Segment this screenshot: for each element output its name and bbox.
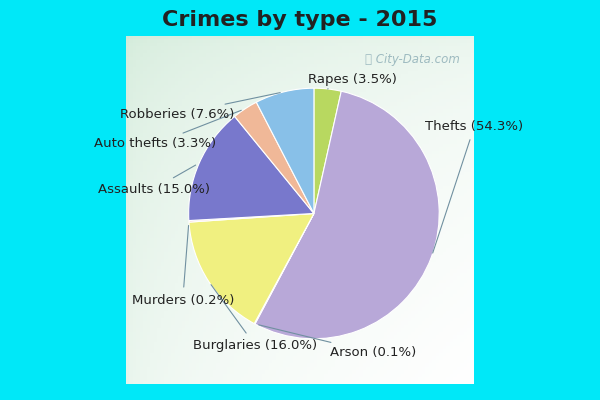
Text: Crimes by type - 2015: Crimes by type - 2015 <box>163 10 437 30</box>
Text: Murders (0.2%): Murders (0.2%) <box>131 226 234 307</box>
Text: Robberies (7.6%): Robberies (7.6%) <box>119 93 280 121</box>
Wedge shape <box>235 102 314 214</box>
Wedge shape <box>188 116 314 220</box>
Text: Assaults (15.0%): Assaults (15.0%) <box>98 165 209 196</box>
Wedge shape <box>256 88 314 214</box>
Wedge shape <box>189 214 314 324</box>
Wedge shape <box>314 88 341 214</box>
Text: ⓘ City-Data.com: ⓘ City-Data.com <box>365 54 460 66</box>
Wedge shape <box>255 91 439 339</box>
Text: Arson (0.1%): Arson (0.1%) <box>259 325 416 359</box>
Text: Thefts (54.3%): Thefts (54.3%) <box>425 120 523 253</box>
Text: Rapes (3.5%): Rapes (3.5%) <box>308 73 397 89</box>
Wedge shape <box>254 214 314 324</box>
Text: Auto thefts (3.3%): Auto thefts (3.3%) <box>94 110 241 150</box>
Wedge shape <box>189 214 314 222</box>
Text: Burglaries (16.0%): Burglaries (16.0%) <box>193 285 317 352</box>
